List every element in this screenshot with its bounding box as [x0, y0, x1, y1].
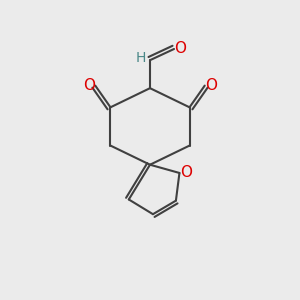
Text: O: O [175, 41, 187, 56]
Text: O: O [181, 165, 193, 180]
Text: O: O [83, 77, 95, 92]
Text: H: H [136, 51, 146, 65]
Text: O: O [205, 77, 217, 92]
